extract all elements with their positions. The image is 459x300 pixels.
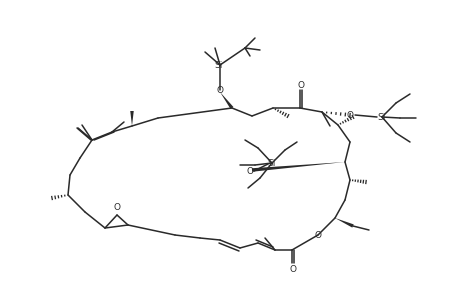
Text: O: O — [297, 80, 304, 89]
Polygon shape — [252, 162, 344, 172]
Polygon shape — [334, 218, 353, 228]
Text: O: O — [314, 230, 321, 239]
Text: Si: Si — [214, 61, 223, 70]
Text: Si: Si — [377, 112, 386, 122]
Text: O: O — [289, 266, 296, 274]
Polygon shape — [219, 92, 233, 109]
Text: O: O — [346, 110, 353, 119]
Text: Si: Si — [267, 158, 275, 167]
Polygon shape — [130, 111, 134, 126]
Text: O: O — [216, 85, 223, 94]
Text: O: O — [113, 203, 120, 212]
Text: O: O — [246, 167, 253, 176]
